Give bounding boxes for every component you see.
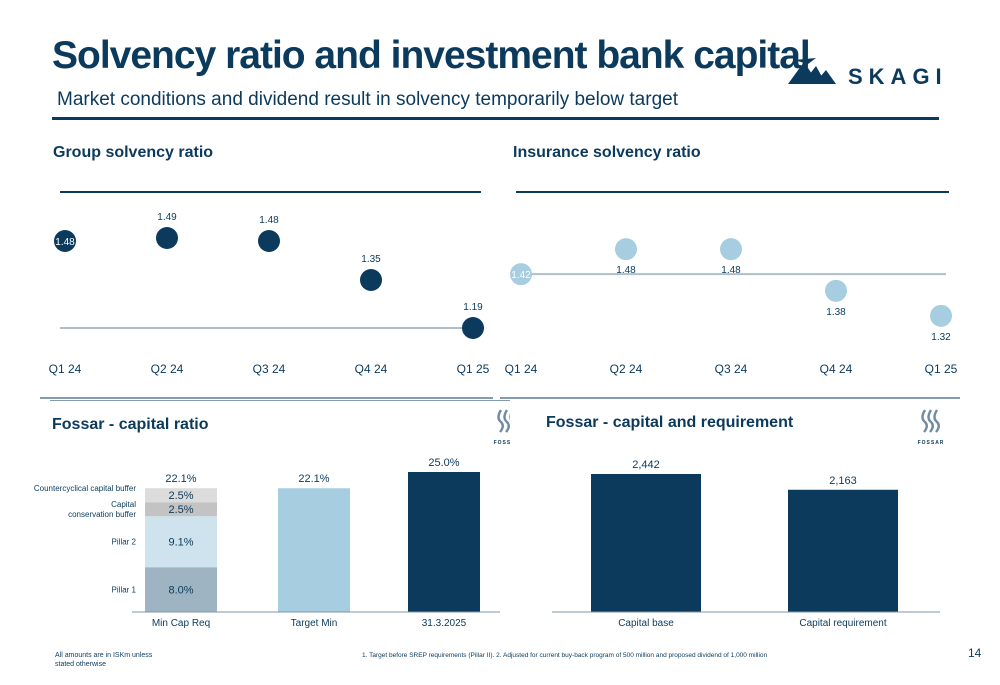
x-tick-label-3: Q3 24 xyxy=(715,362,748,376)
stack-value-label-2: 9.1% xyxy=(168,537,193,549)
fossar-wordmark: FOSSAR xyxy=(918,440,945,446)
skagi-logo: SKAGI xyxy=(788,58,946,89)
data-point-2 xyxy=(615,238,637,261)
data-label-1: 1.42 xyxy=(511,270,531,281)
data-label-2: 1.49 xyxy=(157,212,177,223)
stack-segment-4 xyxy=(145,488,217,503)
data-label-5: 1.19 xyxy=(463,302,483,313)
x-tick-label-1: Q1 24 xyxy=(49,362,82,376)
stack-segment-3 xyxy=(145,502,217,517)
insurance-solvency-title: Insurance solvency ratio xyxy=(513,144,701,161)
fossar-capital-requirement-chart: FOSSAR 2,442 Capital base 2,163 Capital requ… xyxy=(552,409,945,629)
stack-segment-1 xyxy=(145,567,217,612)
data-point-5 xyxy=(462,317,484,339)
x-tick-label-4: Q4 24 xyxy=(355,362,388,376)
fossar-mark-icon xyxy=(921,409,940,433)
bar-2 xyxy=(788,489,898,612)
page-number: 14 xyxy=(968,646,982,660)
page-subtitle: Market conditions and dividend result in… xyxy=(57,89,678,110)
legend-label-1: Pillar 1 xyxy=(112,586,137,595)
x-tick-label-5: Q1 25 xyxy=(925,362,958,376)
x-tick-label-4: Q4 24 xyxy=(820,362,853,376)
value-label-2: 2,163 xyxy=(829,475,857,487)
data-point-3 xyxy=(258,230,280,252)
fossar-mark-icon xyxy=(497,409,510,433)
total-label-2: 22.1% xyxy=(298,473,329,485)
fossar-mark-stroke xyxy=(921,409,928,433)
group-solvency-chart: 1.48 Q1 24 1.49 Q2 24 1.48 Q3 24 1.35 Q4 24 1.19… xyxy=(40,191,493,399)
x-tick-label-1: Min Cap Req xyxy=(152,618,210,629)
legend-label-2: Pillar 2 xyxy=(112,538,137,547)
x-tick-label-3: Q3 24 xyxy=(253,362,286,376)
fossar-mark-stroke xyxy=(503,409,510,433)
legend-label-3: Capital conservation buffer xyxy=(68,500,136,519)
data-point-2 xyxy=(156,227,178,249)
x-tick-label-2: Target Min xyxy=(291,618,338,629)
data-label-4: 1.35 xyxy=(361,254,381,265)
legend-label-4: Countercyclical capital buffer xyxy=(34,484,136,493)
insurance-solvency-chart: 1.42 Q1 24 1.48 Q2 24 1.48 Q3 24 1.38 Q4 24 1.32… xyxy=(500,191,960,399)
group-solvency-title: Group solvency ratio xyxy=(53,144,214,161)
total-label-1: 22.1% xyxy=(165,473,196,485)
data-label-5: 1.32 xyxy=(931,332,951,343)
stack-value-label-1: 8.0% xyxy=(168,585,193,597)
total-label-3: 25.0% xyxy=(428,457,459,469)
footnote-amounts: All amounts are in ISKm unless stated ot… xyxy=(55,652,153,668)
value-label-1: 2,442 xyxy=(632,459,660,471)
data-point-4 xyxy=(825,279,847,302)
data-point-4 xyxy=(360,269,382,291)
data-point-1 xyxy=(510,263,532,286)
x-tick-label-3: 31.3.2025 xyxy=(422,618,467,629)
x-tick-label-2: Capital requirement xyxy=(799,618,886,629)
fossar-mark-stroke xyxy=(927,409,934,433)
fossar-mark-stroke xyxy=(933,409,940,433)
brand-name: SKAGI xyxy=(848,64,946,89)
stack-value-label-3: 2.5% xyxy=(168,504,193,516)
stack-value-label-4: 2.5% xyxy=(168,490,193,502)
bar-1 xyxy=(591,474,701,612)
data-label-4: 1.38 xyxy=(826,307,846,318)
x-tick-label-2: Q2 24 xyxy=(151,362,184,376)
data-label-1: 1.48 xyxy=(55,237,75,248)
fossar-logo: FOSSAR xyxy=(494,409,510,446)
fossar-capital-ratio-title: Fossar - capital ratio xyxy=(52,416,209,433)
data-label-3: 1.48 xyxy=(259,215,279,226)
data-point-5 xyxy=(930,304,952,327)
bar-2 xyxy=(278,488,350,612)
data-label-2: 1.48 xyxy=(616,265,636,276)
fossar-logo: FOSSAR xyxy=(918,409,945,446)
x-tick-label-1: Q1 24 xyxy=(505,362,538,376)
fossar-capital-ratio-chart: FOSSAR 8.0% 9.1% 2.5% 2.5% Pillar 1 Pillar 2 Ca… xyxy=(34,400,510,629)
data-point-3 xyxy=(720,238,742,261)
data-point-1 xyxy=(54,230,76,252)
data-label-3: 1.48 xyxy=(721,265,741,276)
title-divider xyxy=(52,117,939,120)
x-tick-label-5: Q1 25 xyxy=(457,362,490,376)
bar-3 xyxy=(408,472,480,612)
x-tick-label-1: Capital base xyxy=(618,618,674,629)
skagi-mark-icon xyxy=(788,58,836,84)
stack-segment-2 xyxy=(145,516,217,568)
fossar-wordmark: FOSSAR xyxy=(494,440,510,446)
page-title: Solvency ratio and investment bank capit… xyxy=(52,34,811,77)
fossar-mark-stroke xyxy=(497,409,504,433)
x-tick-label-2: Q2 24 xyxy=(610,362,643,376)
fossar-capital-requirement-title: Fossar - capital and requirement xyxy=(546,414,794,431)
footnote-references: 1. Target before SREP requirements (Pill… xyxy=(362,652,768,659)
